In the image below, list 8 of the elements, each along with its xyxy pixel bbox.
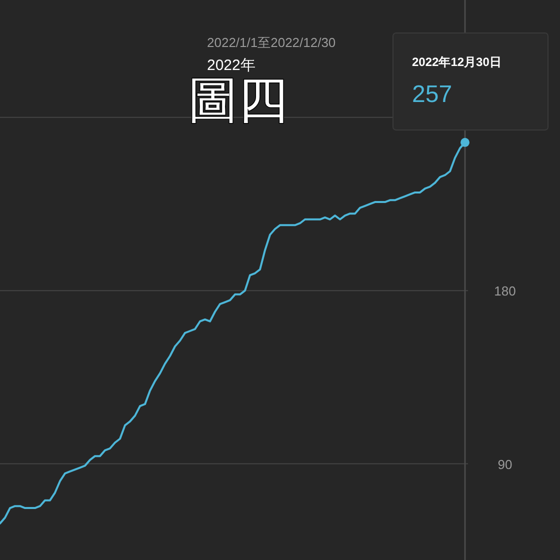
text: 2022/1/1至2022/12/30 [207, 35, 336, 50]
annotation: 圖四 [188, 72, 288, 128]
annotation: 257 [412, 81, 452, 108]
y-tick-label: 180 [494, 284, 516, 299]
y-tick-label: 90 [498, 456, 512, 472]
text: 2022年 [207, 57, 256, 74]
tooltip: 2022年12月30日 257 [392, 32, 548, 130]
annotation: 2022年12月30日 [412, 55, 502, 69]
